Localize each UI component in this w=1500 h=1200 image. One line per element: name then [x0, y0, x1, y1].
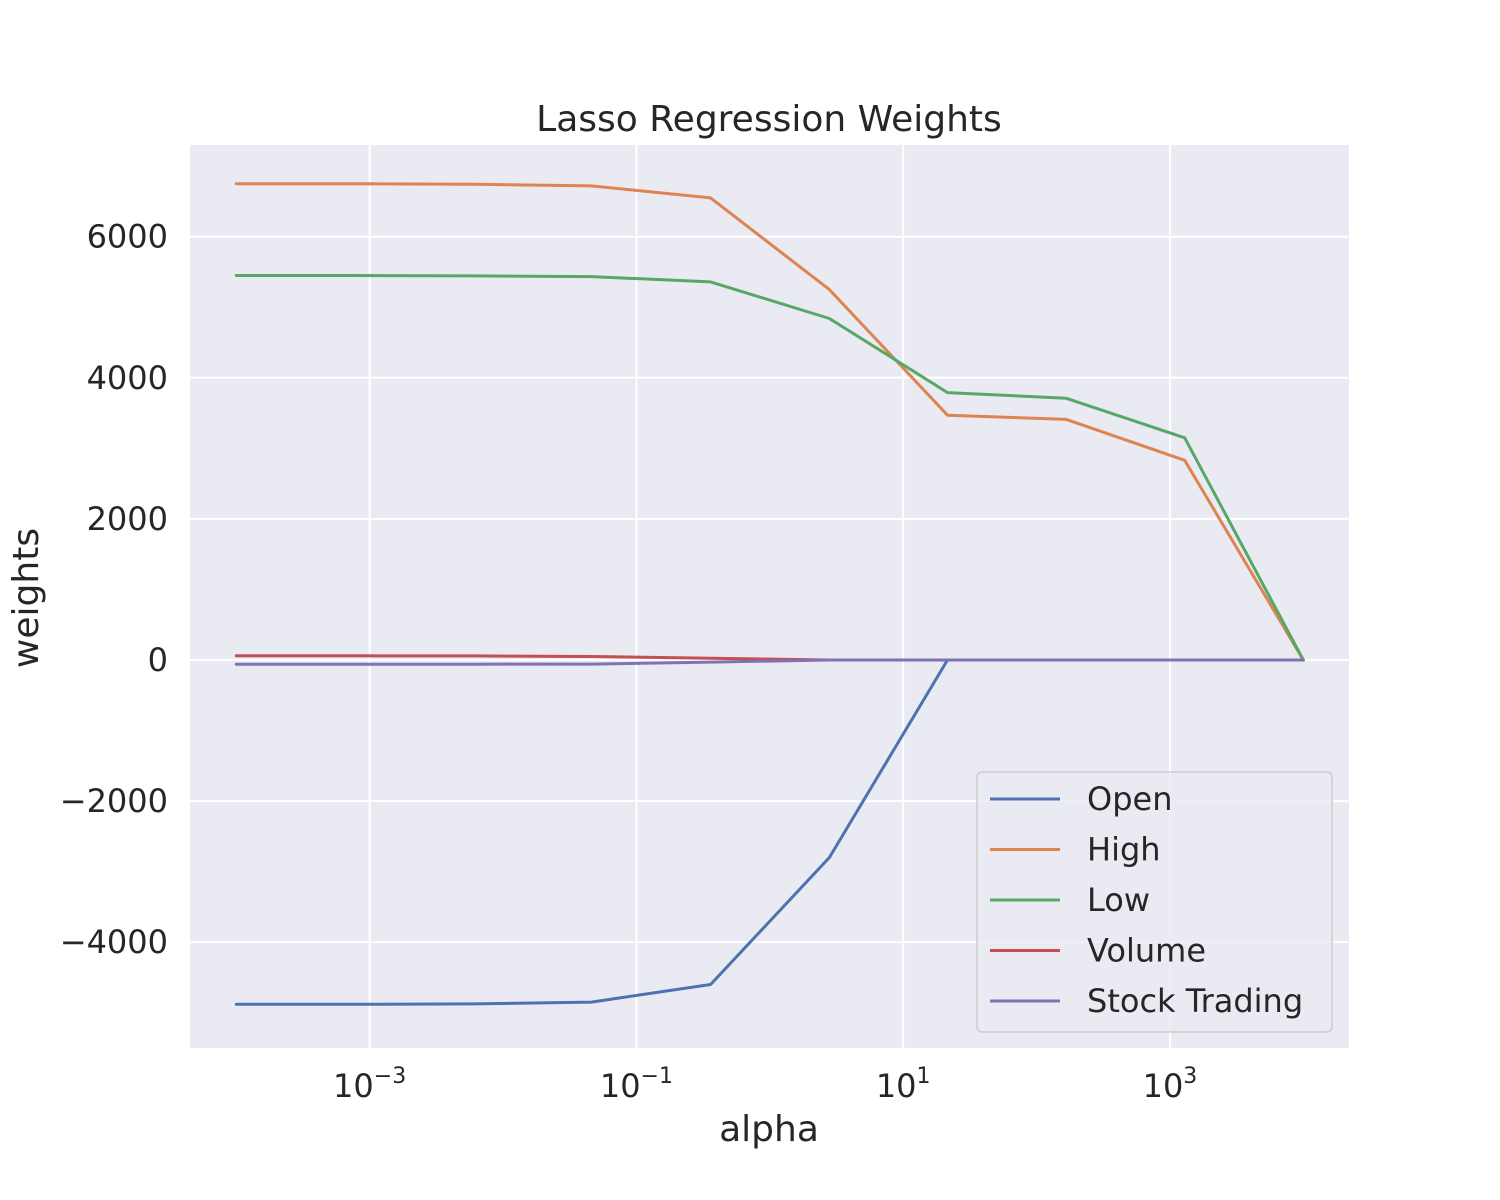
x-tick-label: 10−1: [600, 1064, 673, 1105]
x-tick-labels: 10−3 10−1 101 103: [333, 1064, 1197, 1105]
x-tick-base: 10: [600, 1067, 641, 1105]
legend-label: Open: [1087, 780, 1172, 818]
series-lines: [234, 182, 1305, 1006]
legend-box: [976, 771, 1333, 1033]
y-tick-label: 6000: [87, 218, 168, 256]
x-axis-title: alpha: [719, 1109, 819, 1150]
x-tick-exponent: 1: [917, 1064, 931, 1089]
x-tick-exponent: −1: [641, 1064, 673, 1089]
x-tick-base: 10: [333, 1067, 374, 1105]
y-tick-label: −2000: [60, 782, 168, 820]
legend-label: Volume: [1087, 932, 1206, 970]
legend-label: High: [1087, 831, 1161, 869]
legend-label: Stock Trading: [1087, 982, 1303, 1020]
legend: Open High Low Volume Stock Trading: [976, 771, 1333, 1033]
x-tick-exponent: 3: [1183, 1064, 1197, 1089]
x-tick-base: 10: [1143, 1067, 1184, 1105]
x-tick-label: 101: [876, 1064, 931, 1105]
legend-label: Low: [1087, 881, 1150, 919]
y-tick-label: 2000: [87, 500, 168, 538]
y-axis-title: weights: [6, 528, 47, 668]
y-tick-labels: −4000 −2000 0 2000 4000 6000: [60, 218, 168, 961]
y-tick-label: 4000: [87, 359, 168, 397]
x-tick-base: 10: [876, 1067, 917, 1105]
series-line-high: [234, 182, 1305, 662]
x-tick-label: 10−3: [333, 1064, 406, 1105]
y-tick-label: 0: [148, 641, 168, 679]
series-line-low: [234, 274, 1305, 662]
y-tick-label: −4000: [60, 923, 168, 961]
x-tick-exponent: −3: [374, 1064, 406, 1089]
chart-title: Lasso Regression Weights: [536, 99, 1002, 140]
x-tick-label: 103: [1143, 1064, 1198, 1105]
series-line-stock-trading: [234, 658, 1305, 666]
